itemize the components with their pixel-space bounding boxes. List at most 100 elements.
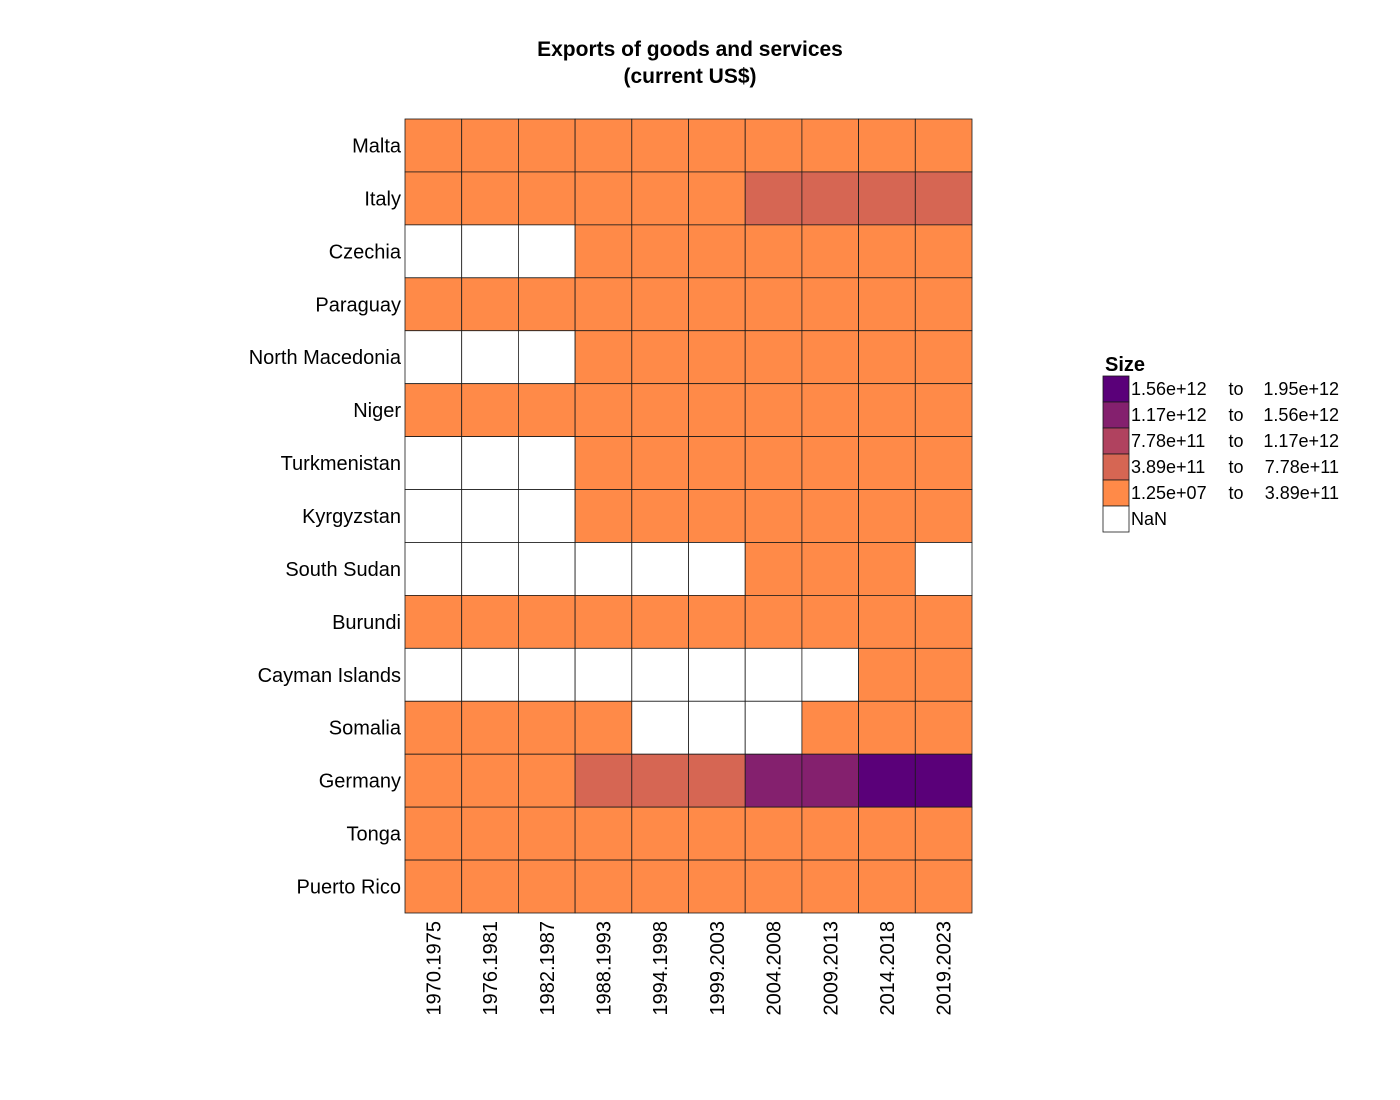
heatmap-cell (914, 700, 973, 755)
heatmap-cell (404, 489, 463, 543)
heatmap-cell (461, 436, 519, 490)
heatmap-cell (688, 118, 746, 173)
heatmap-cell (631, 489, 689, 543)
heatmap-cell (744, 859, 803, 914)
legend-range-to: 1.95e+12 (1263, 379, 1339, 399)
heatmap-cell (461, 595, 519, 649)
heatmap-cell (858, 383, 916, 438)
heatmap-cell (801, 542, 860, 596)
column-label: 1982.1987 (537, 921, 559, 1016)
row-label: Italy (364, 188, 401, 210)
legend-range-from: 1.25e+07 (1131, 483, 1207, 503)
heatmap-cell (858, 489, 916, 543)
legend-swatch (1102, 479, 1130, 507)
heatmap-cell (688, 542, 746, 596)
heatmap-cell (574, 224, 633, 279)
heatmap-cell (461, 383, 519, 438)
row-label: Somalia (329, 718, 402, 740)
legend-swatch (1102, 453, 1130, 481)
legend-range-to: 3.89e+11 (1265, 483, 1339, 503)
heatmap-cell (461, 806, 519, 861)
heatmap-cell (631, 700, 689, 755)
heatmap-cell (801, 118, 860, 173)
heatmap-cell (914, 277, 973, 332)
heatmap-cell (858, 859, 916, 914)
heatmap-cell (518, 489, 576, 543)
heatmap-cell (404, 224, 463, 279)
row-label: Kyrgyzstan (302, 506, 401, 528)
heatmap-cell (688, 224, 746, 279)
heatmap-cell (404, 436, 463, 490)
heatmap-cell (801, 171, 860, 226)
heatmap-cell (518, 595, 576, 649)
legend-swatch (1102, 427, 1130, 455)
heatmap-cell (914, 542, 973, 596)
row-label: North Macedonia (249, 347, 402, 369)
heatmap-cell (914, 330, 973, 385)
heatmap-cell (404, 330, 463, 385)
legend-range-from: 1.17e+12 (1131, 405, 1207, 425)
row-labels: Malta Italy Czechia Paraguay North Macedonia… (249, 135, 402, 898)
chart-title-line-1: Exports of goods and services (537, 38, 843, 61)
heatmap-cell (801, 595, 860, 649)
column-label: 2009.2013 (820, 921, 842, 1016)
heatmap-cell (574, 753, 633, 808)
heatmap-cell (858, 700, 916, 755)
legend-range-to: 1.56e+12 (1263, 405, 1339, 425)
heatmap-cell (518, 647, 576, 702)
heatmap-cell (574, 700, 633, 755)
heatmap-cell (801, 489, 860, 543)
heatmap-cell (744, 224, 803, 279)
row-label: Cayman Islands (258, 665, 401, 687)
row-label: Puerto Rico (297, 877, 402, 899)
heatmap-cell (914, 118, 973, 173)
heatmap-cell (461, 171, 519, 226)
heatmap-cell (461, 277, 519, 332)
row-label: Czechia (329, 241, 402, 263)
heatmap-cell (688, 753, 746, 808)
legend-range-separator: to (1228, 405, 1243, 425)
heatmap-cell (858, 277, 916, 332)
heatmap-cell (801, 436, 860, 490)
heatmap-cell (574, 647, 633, 702)
legend-range-from: 3.89e+11 (1131, 457, 1205, 477)
column-label: 2019.2023 (934, 921, 956, 1016)
heatmap-cell (574, 171, 633, 226)
heatmap-cell (518, 700, 576, 755)
heatmap-cell (744, 542, 803, 596)
row-label: Germany (319, 771, 401, 793)
heatmap-cell (518, 224, 576, 279)
column-label: 1970.1975 (423, 921, 445, 1016)
column-label: 2004.2008 (764, 921, 786, 1016)
heatmap-cell (518, 277, 576, 332)
row-label: South Sudan (285, 559, 401, 581)
heatmap-cell (404, 700, 463, 755)
heatmap-cell (461, 489, 519, 543)
heatmap-cell (631, 383, 689, 438)
heatmap-cell (461, 118, 519, 173)
heatmap-cell (688, 489, 746, 543)
heatmap-cell (688, 330, 746, 385)
heatmap-cell (574, 806, 633, 861)
heatmap-cell (461, 330, 519, 385)
heatmap-cell (404, 118, 463, 173)
heatmap-cell (518, 330, 576, 385)
heatmap-cell (914, 647, 973, 702)
heatmap-cell (574, 595, 633, 649)
heatmap-cell (744, 806, 803, 861)
legend-range-separator: to (1228, 431, 1243, 451)
heatmap-cell (744, 647, 803, 702)
row-label: Tonga (347, 824, 402, 846)
chart-title-line-2: (current US$) (623, 65, 756, 88)
heatmap-cell (744, 436, 803, 490)
heatmap-cell (404, 647, 463, 702)
heatmap-cell (858, 224, 916, 279)
heatmap-cell (744, 489, 803, 543)
heatmap-cell (461, 700, 519, 755)
heatmap-cell (914, 224, 973, 279)
row-label: Burundi (332, 612, 401, 634)
legend-range-separator: to (1228, 483, 1243, 503)
heatmap-cell (574, 436, 633, 490)
heatmap-cell (574, 118, 633, 173)
